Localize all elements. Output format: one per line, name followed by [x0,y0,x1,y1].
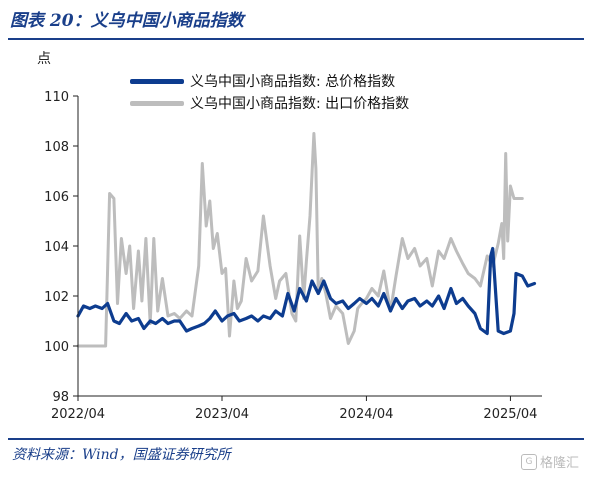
source-divider [8,438,584,440]
x-tick-label: 2023/04 [195,407,249,422]
y-tick-label: 98 [52,390,69,405]
x-tick-label: 2022/04 [51,407,105,422]
x-tick-labels: 2022/04 2023/04 2024/04 2025/04 [51,407,537,422]
y-tick-label: 102 [44,290,69,305]
chart-legend: 义乌中国小商品指数: 总价格指数 义乌中国小商品指数: 出口价格指数 [130,70,409,114]
y-tick-label: 108 [44,140,69,155]
y-tick-label: 106 [44,190,69,205]
y-tick-label: 104 [44,240,69,255]
x-tick-label: 2025/04 [483,407,537,422]
y-tick-labels: 98 100 102 104 106 108 110 [44,90,69,405]
watermark: G 格隆汇 [520,452,579,471]
page-title: 图表 20：义乌中国小商品指数 [10,11,244,31]
axes [73,95,542,401]
legend-label-total: 义乌中国小商品指数: 总价格指数 [190,74,396,90]
legend-swatch-export [130,100,184,106]
legend-label-export: 义乌中国小商品指数: 出口价格指数 [190,96,410,112]
legend-item-export: 义乌中国小商品指数: 出口价格指数 [130,92,409,114]
watermark-logo-icon: G [520,453,537,470]
y-tick-label: 110 [44,90,69,105]
series-line-export [76,132,524,348]
source-note: 资料来源：Wind，国盛证券研究所 [12,447,231,463]
legend-swatch-total [130,78,184,84]
series-line-total [76,246,537,336]
y-axis-unit: 点 [37,51,51,67]
title-divider [8,38,584,40]
x-tick-label: 2024/04 [339,407,393,422]
watermark-text: 格隆汇 [539,456,579,471]
legend-item-total: 义乌中国小商品指数: 总价格指数 [130,70,409,92]
series-lines [76,132,537,348]
y-tick-label: 100 [44,340,69,355]
